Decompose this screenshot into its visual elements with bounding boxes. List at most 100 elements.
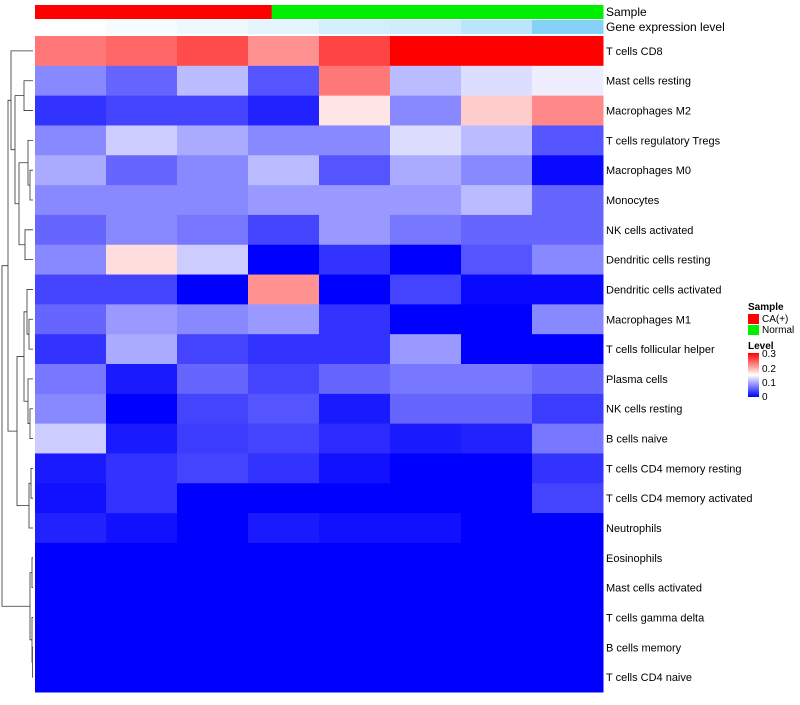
heatmap-cell — [390, 364, 462, 395]
heatmap-cell — [106, 65, 178, 97]
sample-bar-segment — [35, 5, 83, 19]
heatmap-cell — [35, 453, 107, 484]
dendrogram-branch — [29, 408, 33, 439]
heatmap-cell — [319, 453, 391, 484]
dendrogram-branch — [30, 467, 33, 499]
heatmap-cell — [390, 155, 462, 186]
gene-bar-segment — [35, 20, 107, 34]
heatmap-cell — [461, 572, 533, 604]
heatmap-cell — [532, 185, 604, 216]
heatmap-cell — [319, 364, 391, 395]
heatmap-cell — [248, 662, 320, 693]
sample-bar-segment — [129, 5, 178, 19]
row-label: T cells CD4 memory activated — [606, 493, 753, 505]
heatmap-cell — [248, 214, 320, 246]
heatmap-cell — [461, 155, 533, 186]
heatmap-cell — [319, 423, 391, 454]
heatmap-cell — [35, 185, 107, 216]
heatmap-cell — [390, 125, 462, 156]
heatmap-cell — [248, 155, 320, 186]
heatmap-cell — [35, 125, 107, 156]
heatmap-cell — [390, 304, 462, 335]
dendrogram-branch — [14, 95, 24, 205]
heatmap-cell — [106, 513, 178, 544]
heatmap-cell — [461, 632, 533, 663]
heatmap-cell — [532, 214, 604, 246]
row-label: Neutrophils — [606, 523, 662, 535]
heatmap-cell — [461, 513, 533, 544]
row-label: Macrophages M0 — [606, 165, 691, 177]
heatmap-cell — [390, 244, 462, 276]
level-legend-title: Level — [748, 341, 774, 352]
heatmap-cell — [461, 36, 533, 67]
heatmap-cell — [106, 334, 178, 365]
heatmap-cell — [248, 632, 320, 663]
heatmap-cell — [461, 304, 533, 335]
heatmap-cell — [461, 185, 533, 216]
heatmap-cell — [248, 542, 320, 574]
heatmap-cell — [319, 214, 391, 246]
gene-bar-segment — [106, 20, 178, 34]
heatmap-cell — [248, 125, 320, 156]
heatmap-cell — [461, 125, 533, 156]
row-label: Macrophages M1 — [606, 314, 691, 326]
dendrogram-branch — [10, 50, 33, 151]
heatmap-cell — [461, 214, 533, 246]
heatmap-cell — [319, 602, 391, 633]
heatmap-cell — [461, 602, 533, 633]
heatmap-cell — [532, 95, 604, 126]
heatmap-cell — [532, 155, 604, 186]
heatmap-cell — [248, 274, 320, 305]
heatmap-cell — [390, 393, 462, 425]
heatmap-cell — [177, 572, 249, 604]
sample-legend-swatch-ca — [748, 314, 759, 324]
gene-bar-segment — [248, 20, 320, 34]
heatmap-cell — [248, 572, 320, 604]
sample-bar-segment — [508, 5, 557, 19]
heatmap-cell — [319, 274, 391, 305]
heatmap-cell — [35, 662, 107, 693]
heatmap-cell — [35, 602, 107, 633]
heatmap-cell — [390, 572, 462, 604]
heatmap-cell — [177, 244, 249, 276]
row-label: T cells CD4 memory resting — [606, 463, 742, 475]
heatmap-cell — [106, 453, 178, 484]
dendrogram-branch — [27, 378, 33, 425]
sample-legend-label-ca: CA(+) — [762, 314, 788, 325]
heatmap-cell — [248, 453, 320, 484]
heatmap-cell — [319, 185, 391, 216]
heatmap-cell — [461, 244, 533, 276]
sample-legend: Sample CA(+) Normal — [748, 302, 794, 336]
heatmap-cell — [248, 334, 320, 365]
sample-bar-segment — [366, 5, 415, 19]
heatmap-cell — [390, 214, 462, 246]
heatmap-cell — [248, 65, 320, 97]
heatmap-cell — [106, 602, 178, 633]
heatmap-cell — [390, 483, 462, 514]
row-label: Macrophages M2 — [606, 106, 691, 118]
heatmap-cell — [106, 95, 178, 126]
heatmap-cell — [106, 632, 178, 663]
heatmap-cell — [390, 423, 462, 454]
heatmap-cell — [35, 483, 107, 514]
row-dendrogram — [1, 50, 33, 678]
heatmap-cell — [248, 185, 320, 216]
row-label: B cells memory — [606, 642, 682, 654]
heatmap-cell — [532, 453, 604, 484]
gene-expression-annotation-label: Gene expression level — [606, 20, 725, 34]
heatmap-cell — [390, 274, 462, 305]
level-legend-tick-3: 0 — [762, 392, 768, 403]
heatmap-cell — [177, 602, 249, 633]
heatmap-cell — [319, 155, 391, 186]
row-label: Plasma cells — [606, 374, 668, 386]
heatmap-cell — [390, 662, 462, 693]
sample-bar-segment — [271, 5, 320, 19]
heatmap-cell — [177, 423, 249, 454]
heatmap-cell — [106, 483, 178, 514]
heatmap-cell — [532, 364, 604, 395]
heatmap-cell — [106, 542, 178, 574]
heatmap-cell — [106, 185, 178, 216]
heatmap-cell — [35, 572, 107, 604]
heatmap-cell — [248, 423, 320, 454]
heatmap-cell — [177, 393, 249, 425]
